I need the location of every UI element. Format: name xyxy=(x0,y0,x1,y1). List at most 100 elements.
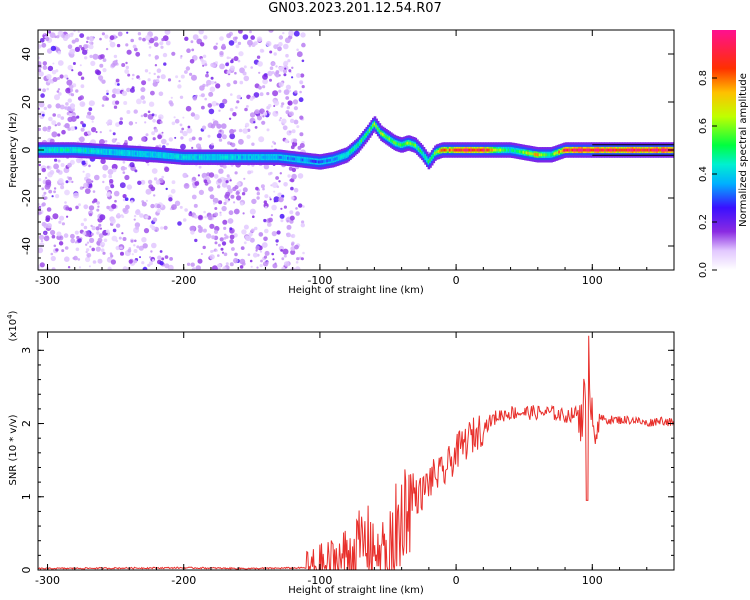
noise-speck xyxy=(111,235,118,242)
ridge-core xyxy=(556,151,560,155)
ridge-core xyxy=(341,155,344,159)
ridge-core xyxy=(600,148,604,152)
x-tick-label: -200 xyxy=(171,574,196,587)
noise-speck xyxy=(207,103,213,108)
noise-speck xyxy=(44,35,47,39)
noise-speck xyxy=(290,249,296,255)
ridge-core xyxy=(161,153,164,157)
noise-speck xyxy=(290,186,294,191)
ridge-core xyxy=(636,148,640,152)
noise-speck xyxy=(219,51,224,56)
noise-speck xyxy=(300,223,305,228)
noise-speck xyxy=(107,119,113,125)
noise-speck xyxy=(271,182,278,188)
noise-speck xyxy=(199,85,205,91)
ridge-core xyxy=(244,155,248,159)
noise-speck xyxy=(105,89,109,93)
noise-speck xyxy=(71,180,74,184)
noise-speck xyxy=(67,44,73,49)
noise-speck xyxy=(282,125,288,131)
ridge-core xyxy=(64,148,68,152)
noise-speck xyxy=(107,266,112,270)
ridge-core xyxy=(180,155,184,159)
noise-speck xyxy=(95,130,98,134)
noise-speck xyxy=(128,121,134,126)
noise-speck xyxy=(157,134,163,140)
ridge-core xyxy=(89,149,92,153)
noise-speck xyxy=(53,244,57,248)
noise-speck xyxy=(161,38,165,42)
ridge-core xyxy=(146,152,150,156)
ridge-core xyxy=(208,155,212,159)
noise-speck xyxy=(276,230,281,235)
noise-speck xyxy=(293,187,299,193)
noise-speck xyxy=(247,253,251,256)
noise-speck xyxy=(154,55,159,60)
noise-speck xyxy=(38,101,45,108)
noise-speck xyxy=(42,65,48,70)
noise-speck xyxy=(55,103,61,109)
noise-speck xyxy=(295,207,298,210)
noise-speck xyxy=(38,247,44,254)
noise-speck xyxy=(221,182,228,188)
ridge-core xyxy=(265,155,269,159)
ridge-core xyxy=(519,150,522,154)
noise-speck xyxy=(55,69,59,73)
noise-speck xyxy=(283,261,290,267)
ridge-core xyxy=(381,132,385,136)
noise-speck xyxy=(122,194,127,199)
noise-speck xyxy=(86,40,89,44)
noise-speck xyxy=(229,65,235,71)
noise-speck xyxy=(256,55,261,59)
ridge-core xyxy=(504,148,507,152)
noise-speck xyxy=(296,257,300,261)
noise-speck xyxy=(51,131,58,138)
noise-speck xyxy=(268,217,273,223)
ridge-core xyxy=(659,148,663,152)
noise-speck xyxy=(177,84,182,89)
ridge-core xyxy=(269,155,272,159)
ridge-core xyxy=(228,155,231,159)
noise-speck xyxy=(293,138,298,143)
noise-speck xyxy=(234,171,238,175)
ridge-core xyxy=(259,155,262,159)
noise-speck xyxy=(209,86,216,93)
noise-speck xyxy=(110,254,114,258)
noise-speck xyxy=(170,188,176,194)
noise-speck xyxy=(64,74,68,79)
noise-speck xyxy=(231,247,235,251)
noise-speck xyxy=(51,234,56,239)
noise-speck xyxy=(165,40,171,46)
noise-speck xyxy=(56,169,60,173)
noise-speck xyxy=(229,227,233,231)
noise-speck xyxy=(262,115,265,118)
noise-speck xyxy=(254,126,258,129)
noise-speck xyxy=(118,120,123,125)
noise-speck xyxy=(139,213,144,218)
noise-speck xyxy=(85,160,88,163)
ridge-core xyxy=(210,155,213,159)
noise-speck xyxy=(70,238,76,244)
noise-speck xyxy=(50,229,56,236)
ridge-core xyxy=(318,160,321,164)
noise-speck xyxy=(148,46,152,49)
ridge-core xyxy=(97,150,101,153)
noise-speck xyxy=(57,77,60,80)
noise-speck xyxy=(141,136,146,142)
noise-speck xyxy=(148,261,153,266)
noise-speck xyxy=(208,91,214,97)
noise-speck xyxy=(127,73,131,77)
noise-speck xyxy=(147,163,150,166)
noise-speck xyxy=(160,45,164,49)
noise-speck xyxy=(280,249,283,252)
noise-speck xyxy=(213,229,219,234)
ridge-core xyxy=(646,148,650,152)
noise-speck xyxy=(141,80,147,86)
ridge-core xyxy=(311,159,315,163)
noise-speck xyxy=(46,87,49,91)
ridge-core xyxy=(107,150,110,154)
noise-speck xyxy=(177,221,182,226)
noise-speck xyxy=(111,203,117,209)
noise-speck xyxy=(159,261,164,266)
noise-speck xyxy=(263,164,270,170)
